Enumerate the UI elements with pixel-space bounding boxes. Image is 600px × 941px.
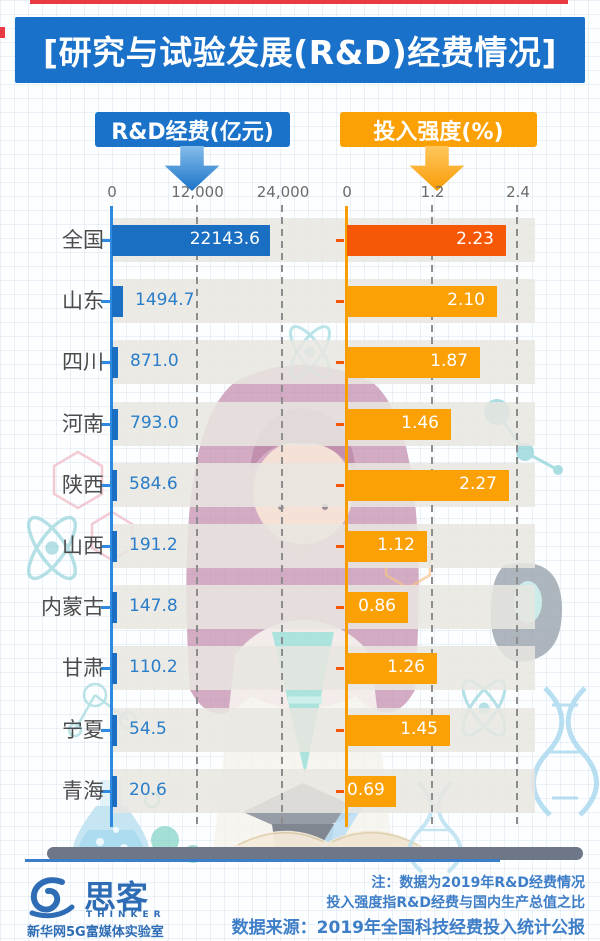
intensity-value: 2.27	[459, 474, 497, 494]
intensity-value: 2.10	[447, 290, 485, 310]
tick-label: 24,000	[256, 183, 310, 201]
rnd-value: 22143.6	[189, 229, 260, 249]
intensity-axis-tick	[336, 300, 344, 303]
intensity-axis-tick	[336, 239, 344, 242]
intensity-axis-tick	[336, 729, 344, 732]
rnd-value: 20.6	[129, 780, 167, 800]
legend-rnd-funding-label: R&D经费(亿元)	[111, 119, 274, 145]
rnd-value: 110.2	[129, 657, 178, 677]
dna-icon	[531, 686, 599, 817]
intensity-axis-tick	[336, 606, 344, 609]
intensity-value: 1.26	[387, 657, 425, 677]
rnd-axis-tick	[101, 667, 110, 670]
category-label: 四川	[62, 350, 104, 374]
rnd-value: 871.0	[130, 351, 179, 371]
legend-intensity-label: 投入强度(%)	[373, 119, 504, 145]
intensity-value: 1.45	[400, 719, 438, 739]
gridline-2-4	[516, 205, 518, 827]
category-label: 河南	[62, 412, 104, 436]
rnd-value: 191.2	[129, 535, 178, 555]
rnd-bar	[112, 776, 117, 807]
logo-organization: 新华网5G富媒体实验室	[27, 925, 164, 940]
footer-note-line2: 投入强度指R&D经费与国内生产总值之比	[326, 895, 585, 911]
logo-subtitle: THINKER	[86, 910, 166, 920]
left-accent-mark	[0, 27, 5, 38]
rnd-axis-tick	[101, 729, 110, 732]
rnd-bar	[112, 347, 118, 378]
intensity-axis-tick	[336, 545, 344, 548]
category-label: 内蒙古	[41, 595, 104, 619]
tick-label: 12,000	[171, 183, 224, 201]
intensity-axis-tick	[336, 484, 344, 487]
rnd-bar	[112, 409, 118, 440]
category-label: 青海	[62, 779, 104, 803]
gridline-24000	[281, 205, 283, 827]
blue-arrow-down-icon	[164, 146, 220, 191]
footer-source-line: 数据来源：2019年全国科技经费投入统计公报	[231, 918, 585, 938]
category-label: 全国	[62, 228, 104, 252]
logo-name: 思客	[84, 878, 149, 916]
rnd-value: 147.8	[129, 596, 178, 616]
category-label: 甘肃	[62, 656, 104, 680]
rnd-bar	[112, 592, 117, 623]
rnd-axis-tick	[101, 300, 110, 303]
intensity-bar	[347, 225, 506, 256]
rnd-value: 793.0	[130, 413, 179, 433]
rnd-bar	[112, 531, 117, 562]
intensity-axis-tick	[336, 361, 344, 364]
rnd-bar	[112, 715, 117, 746]
rnd-bar	[112, 470, 117, 501]
gridline-12000	[196, 205, 198, 827]
rnd-bar	[112, 225, 270, 256]
gridline-1-2	[431, 205, 433, 827]
intensity-value: 2.23	[456, 229, 494, 249]
category-label: 陕西	[62, 473, 104, 497]
footer-note-line1: 注：数据为2019年R&D经费情况	[371, 875, 585, 891]
intensity-axis-tick	[336, 423, 344, 426]
rnd-axis-tick	[101, 484, 110, 487]
rnd-value: 584.6	[129, 474, 178, 494]
tick-label: 0	[107, 183, 117, 201]
intensity-axis-tick	[336, 667, 344, 670]
top-accent-line	[30, 0, 568, 4]
row-track	[112, 708, 535, 752]
rnd-value: 54.5	[129, 719, 167, 739]
thinker-logo-icon	[29, 877, 75, 919]
intensity-value: 1.46	[401, 413, 439, 433]
rnd-bar	[112, 286, 123, 317]
orange-arrow-down-icon	[409, 146, 465, 191]
tick-label: 0	[342, 183, 352, 201]
rnd-axis-tick	[101, 239, 110, 242]
rnd-axis-tick	[101, 361, 110, 364]
intensity-value: 0.86	[358, 596, 396, 616]
category-label: 宁夏	[62, 718, 104, 742]
intensity-bar	[347, 286, 497, 317]
rnd-axis-tick	[101, 423, 110, 426]
page-title-banner: [研究与试验发展(R&D)经费情况]	[15, 17, 585, 83]
legend-intensity: 投入强度(%)	[340, 112, 537, 147]
intensity-value: 0.69	[347, 780, 385, 800]
intensity-value: 1.87	[430, 351, 468, 371]
intensity-value: 1.12	[377, 535, 415, 555]
tick-label: 2.4	[506, 183, 530, 201]
rnd-axis-tick	[101, 606, 110, 609]
legend-rnd-funding: R&D经费(亿元)	[95, 112, 290, 147]
row-track	[112, 769, 535, 813]
rnd-value: 1494.7	[135, 290, 195, 310]
page-title: [研究与试验发展(R&D)经费情况]	[43, 33, 557, 72]
footer-divider-line	[25, 859, 500, 862]
category-label: 山东	[62, 289, 104, 313]
tick-label: 1.2	[420, 183, 445, 201]
intensity-axis-tick	[336, 790, 344, 793]
category-label: 山西	[62, 534, 104, 558]
rnd-bar	[112, 653, 117, 684]
